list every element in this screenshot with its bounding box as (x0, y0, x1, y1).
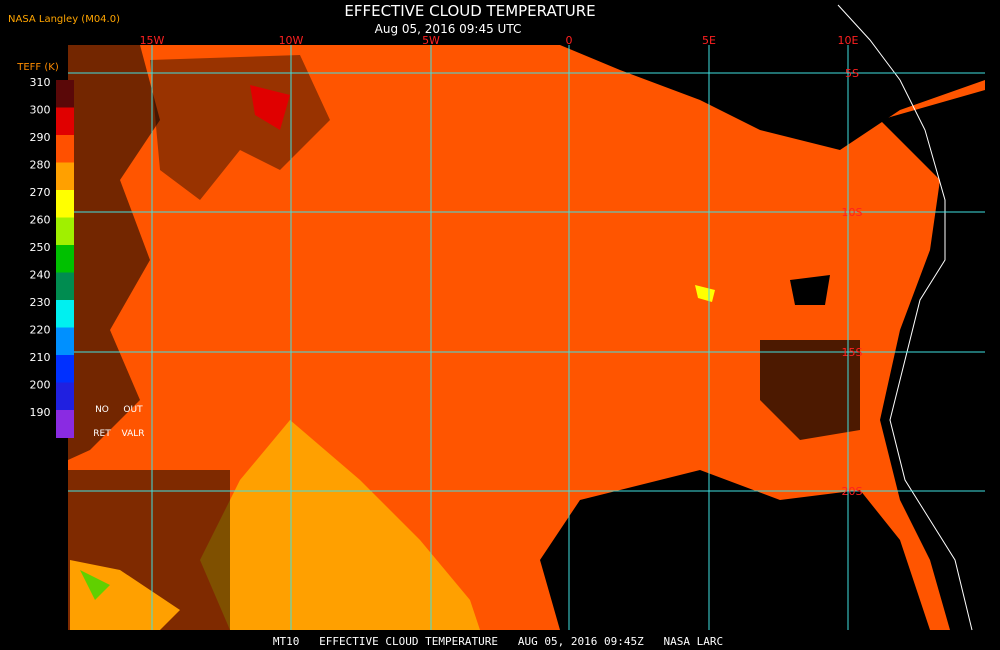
legend-swatch (56, 382, 74, 411)
legend-swatch (56, 107, 74, 136)
cold-cloud (80, 570, 110, 600)
legend-swatch (56, 300, 74, 328)
lon-label: 5W (422, 34, 440, 47)
lon-label: 10W (279, 34, 304, 47)
subtitle: Aug 05, 2016 09:45 UTC (375, 22, 522, 36)
coastline (837, 4, 973, 631)
legend-swatch (56, 190, 74, 218)
lon-label: 0 (566, 34, 573, 47)
legend-label: 240 (30, 269, 51, 282)
legend-label: 310 (30, 76, 51, 89)
legend-label: 210 (30, 351, 51, 364)
lat-label: 20S (842, 485, 863, 498)
clear-patch (880, 90, 985, 630)
legend-label: 250 (30, 241, 51, 254)
legend-swatch (56, 135, 74, 163)
legend-note: OUT (123, 405, 143, 415)
legend-label: 270 (30, 186, 51, 199)
clear-patch (560, 45, 985, 150)
cold-cloud (695, 285, 715, 302)
legend-title: TEFF (K) (16, 62, 59, 73)
lon-label: 15W (140, 34, 165, 47)
imagery (68, 4, 985, 631)
legend-label: 280 (30, 159, 51, 172)
footer: MT10 EFFECTIVE CLOUD TEMPERATURE AUG 05,… (273, 635, 723, 648)
hot-pixels (250, 85, 290, 130)
lat-label: 15S (842, 346, 863, 359)
lat-label: 5S (845, 67, 859, 80)
legend: TEFF (K) 310 300 290 280 270 260 250 240 230 220 2… (16, 62, 144, 439)
legend-label: 190 (30, 406, 51, 419)
legend-note: NO (95, 405, 109, 415)
source-label: NASA Langley (M04.0) (8, 14, 120, 25)
legend-swatch (56, 327, 74, 356)
legend-label: 200 (30, 379, 51, 392)
clear-patch (760, 340, 860, 440)
clear-patch (790, 275, 830, 305)
legend-note: VALR (121, 429, 144, 439)
title: EFFECTIVE CLOUD TEMPERATURE (344, 2, 595, 20)
lat-label: 10S (842, 206, 863, 219)
lon-label: 10E (838, 34, 859, 47)
legend-label: 230 (30, 296, 51, 309)
legend-label: 260 (30, 214, 51, 227)
legend-label: 220 (30, 324, 51, 337)
clear-patch (68, 45, 160, 460)
legend-note: RET (93, 429, 111, 439)
legend-swatch (56, 410, 74, 438)
legend-label: 300 (30, 104, 51, 117)
legend-swatch (56, 245, 74, 273)
warm-cloud (200, 420, 480, 630)
clear-patch (150, 55, 330, 200)
clear-patch (540, 470, 930, 630)
legend-swatch (56, 272, 74, 301)
legend-label: 290 (30, 131, 51, 144)
legend-swatch (56, 355, 74, 383)
legend-swatch (56, 217, 74, 246)
legend-swatch (56, 162, 74, 191)
lon-label: 5E (702, 34, 716, 47)
graticule: 15W 10W 5W 0 5E 10E 5S 10S 15S 20S (68, 34, 985, 630)
legend-swatch (56, 80, 74, 108)
